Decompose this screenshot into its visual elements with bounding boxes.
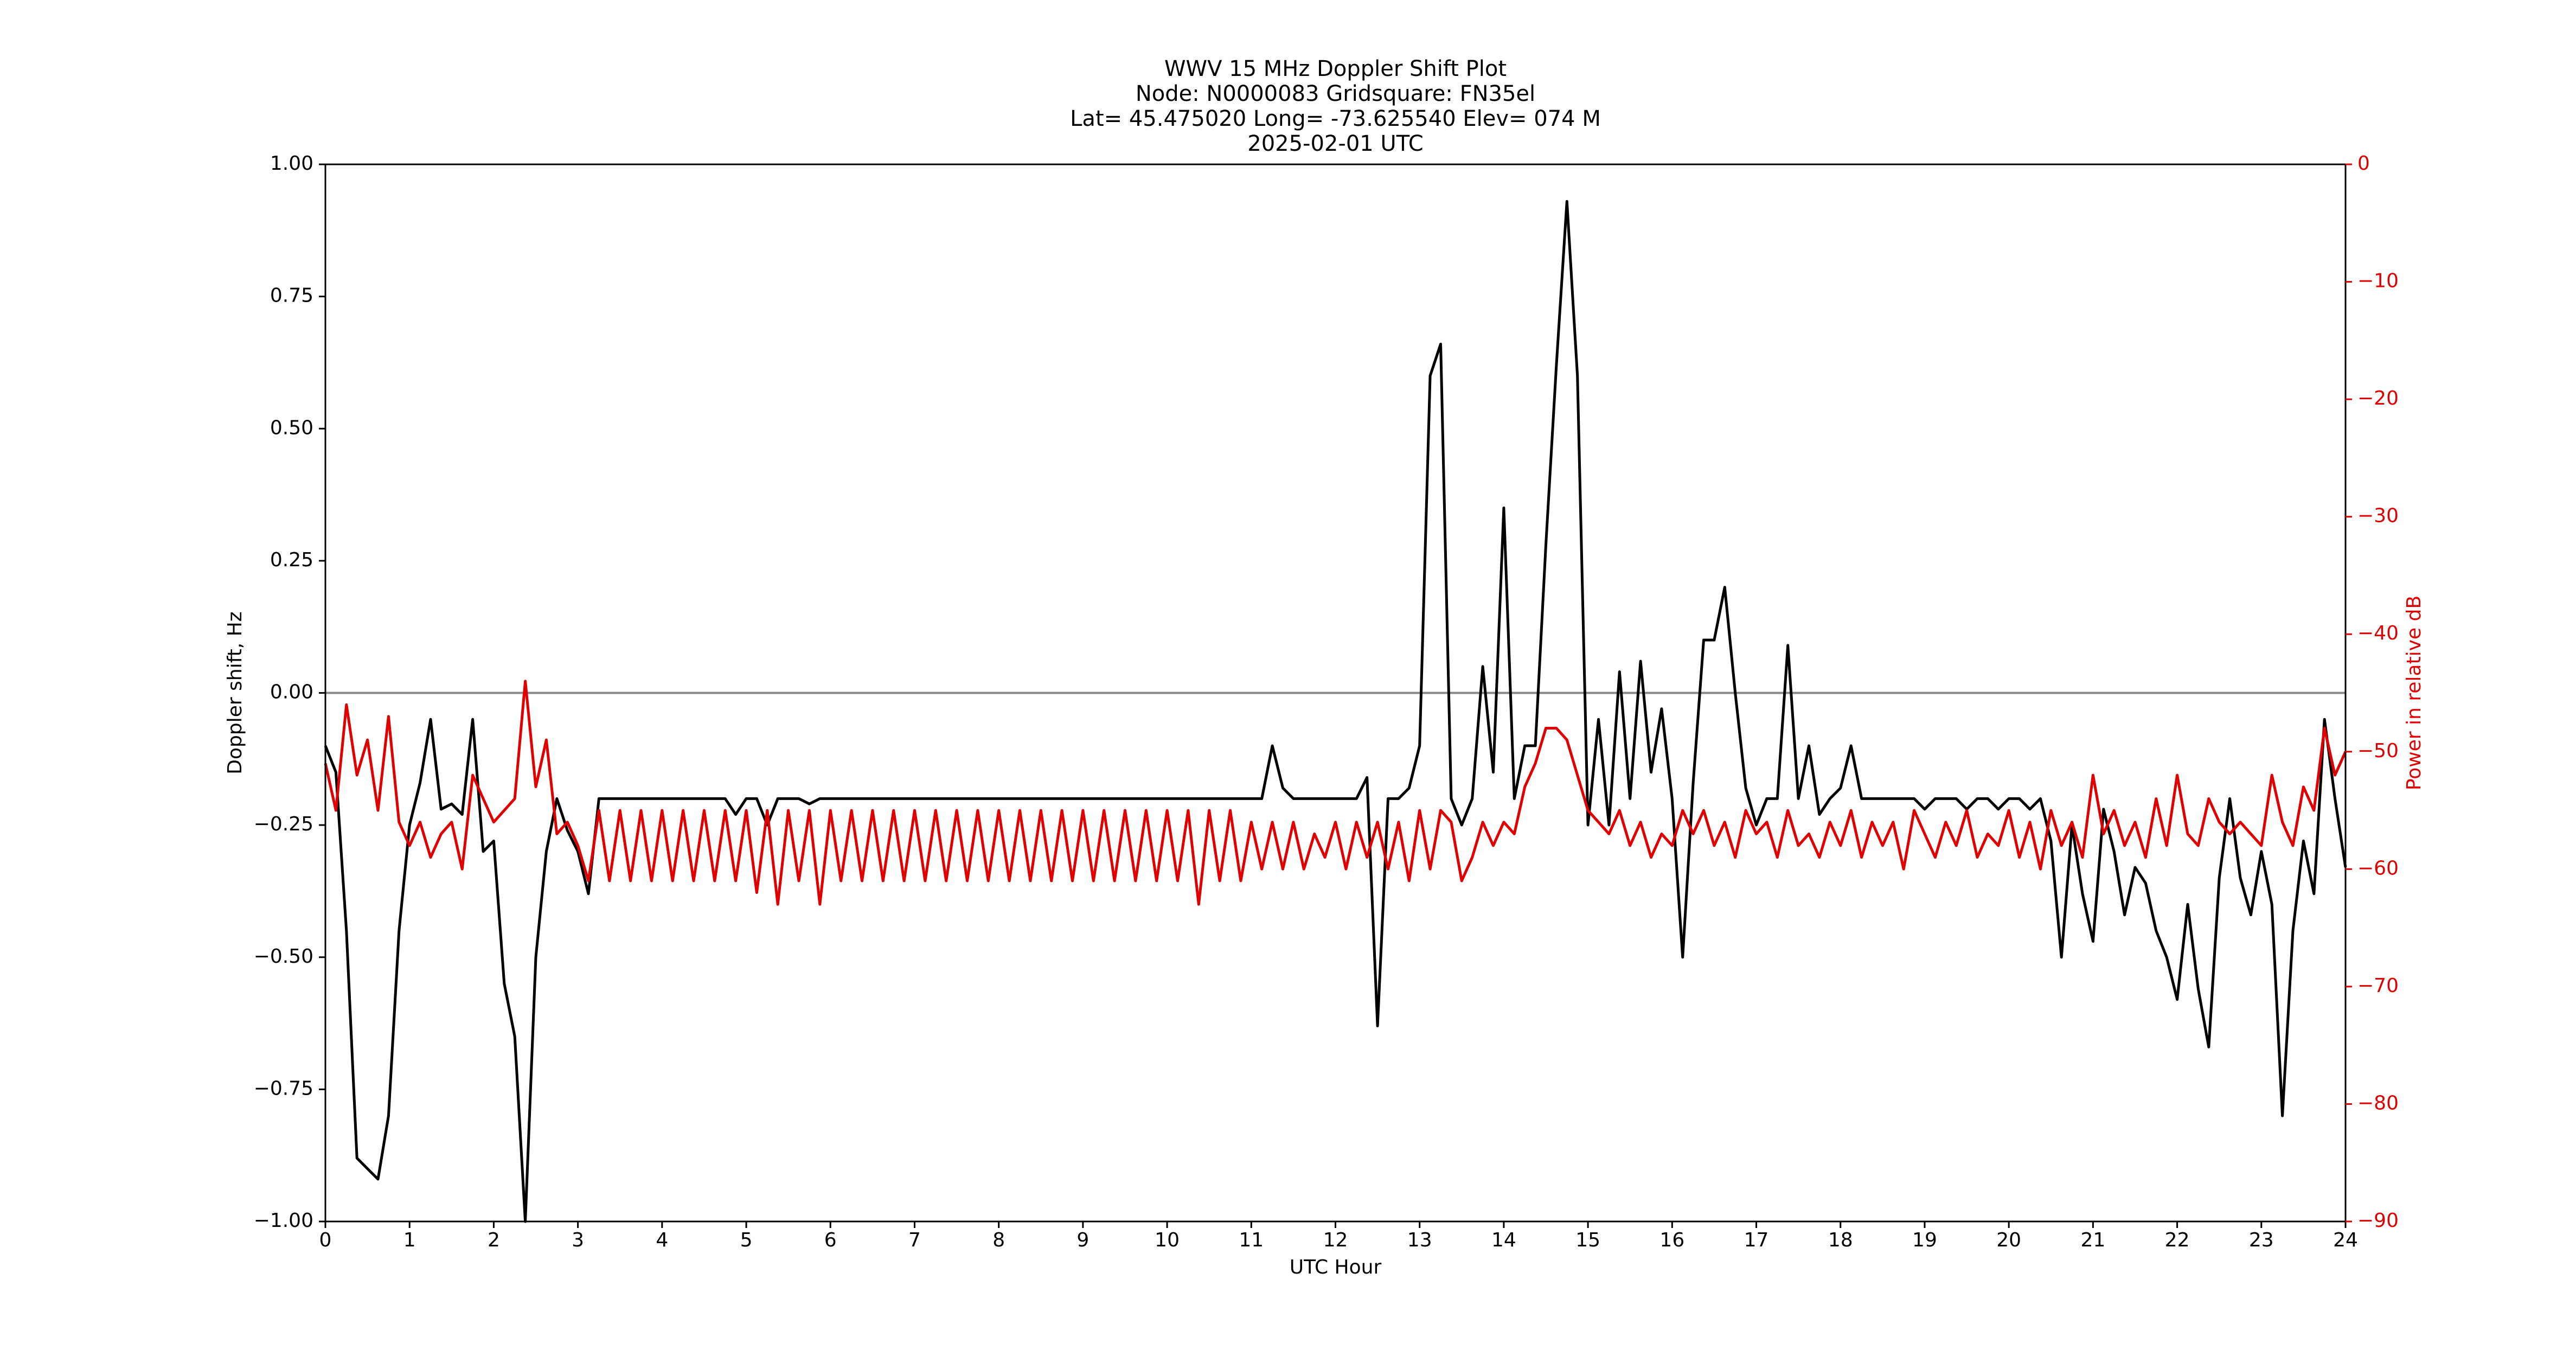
y-tick-label: 0.50 xyxy=(270,417,313,439)
x-tick-label: 22 xyxy=(2165,1229,2190,1251)
data-line xyxy=(324,200,2347,1223)
x-tick-label: 13 xyxy=(1407,1229,1432,1251)
y-tick-label: −1.00 xyxy=(254,1210,313,1232)
x-tick-label: 6 xyxy=(824,1229,837,1251)
chart-title: Node: N0000083 Gridsquare: FN35el xyxy=(1136,81,1535,106)
y-tick-label: 0.00 xyxy=(270,681,313,703)
x-tick-label: 4 xyxy=(656,1229,668,1251)
chart-title: Lat= 45.475020 Long= -73.625540 Elev= 07… xyxy=(1070,106,1601,131)
x-tick-label: 9 xyxy=(1076,1229,1089,1251)
x-tick-label: 12 xyxy=(1323,1229,1348,1251)
x-tick-label: 24 xyxy=(2333,1229,2358,1251)
x-tick-label: 23 xyxy=(2249,1229,2274,1251)
x-tick-label: 16 xyxy=(1659,1229,1684,1251)
x-tick-label: 21 xyxy=(2080,1229,2105,1251)
y2-tick-label: −60 xyxy=(2357,857,2399,879)
y-tick-label: 1.00 xyxy=(270,152,313,175)
y2-tick-label: −80 xyxy=(2357,1092,2399,1114)
y2-tick-label: −30 xyxy=(2357,505,2399,527)
y2-tick-label: 0 xyxy=(2357,152,2370,175)
y-tick-label: −0.50 xyxy=(254,945,313,968)
x-tick-label: 8 xyxy=(992,1229,1005,1251)
x-tick-label: 1 xyxy=(403,1229,416,1251)
y2-axis-label: Power in relative dB xyxy=(2403,596,2425,790)
x-tick-label: 20 xyxy=(1996,1229,2021,1251)
x-tick-label: 7 xyxy=(908,1229,921,1251)
data-line xyxy=(324,680,2347,906)
x-tick-label: 3 xyxy=(572,1229,584,1251)
y2-tick-label: −90 xyxy=(2357,1210,2399,1232)
y2-tick-label: −70 xyxy=(2357,975,2399,997)
x-tick-label: 19 xyxy=(1912,1229,1937,1251)
y2-tick-label: −50 xyxy=(2357,740,2399,762)
y2-tick-label: −10 xyxy=(2357,270,2399,292)
x-tick-label: 2 xyxy=(488,1229,500,1251)
y2-tick-label: −20 xyxy=(2357,387,2399,410)
x-axis-label: UTC Hour xyxy=(1290,1256,1382,1278)
x-tick-label: 10 xyxy=(1155,1229,1180,1251)
chart-title: WWV 15 MHz Doppler Shift Plot xyxy=(1164,56,1507,81)
x-tick-label: 17 xyxy=(1744,1229,1769,1251)
chart-title: 2025-02-01 UTC xyxy=(1247,131,1423,156)
x-tick-label: 0 xyxy=(319,1229,332,1251)
y-tick-label: −0.75 xyxy=(254,1077,313,1099)
y-tick-label: −0.25 xyxy=(254,813,313,835)
x-tick-label: 11 xyxy=(1239,1229,1264,1251)
y2-tick-label: −40 xyxy=(2357,622,2399,644)
x-tick-label: 14 xyxy=(1491,1229,1516,1251)
y-axis-label: Doppler shift, Hz xyxy=(224,611,246,774)
x-tick-label: 15 xyxy=(1575,1229,1600,1251)
y-tick-label: 0.75 xyxy=(270,285,313,307)
x-tick-label: 5 xyxy=(740,1229,753,1251)
x-tick-label: 18 xyxy=(1828,1229,1853,1251)
y-tick-label: 0.25 xyxy=(270,549,313,571)
